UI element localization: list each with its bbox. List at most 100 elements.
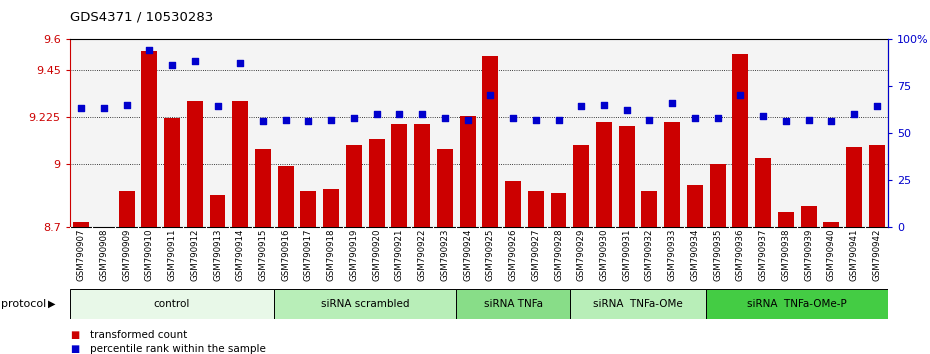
Point	[347, 115, 362, 121]
Text: ■: ■	[70, 330, 79, 339]
Text: GSM790922: GSM790922	[418, 228, 427, 281]
Point	[73, 105, 88, 111]
Bar	[232, 102, 248, 227]
Text: GDS4371 / 10530283: GDS4371 / 10530283	[70, 11, 213, 24]
Text: GSM790914: GSM790914	[235, 228, 245, 281]
Text: GSM790927: GSM790927	[531, 228, 540, 281]
Text: control: control	[153, 298, 191, 309]
Bar	[437, 149, 453, 227]
Bar	[164, 118, 180, 227]
Point	[460, 117, 475, 122]
Point	[846, 111, 861, 117]
Text: GSM790937: GSM790937	[759, 228, 767, 281]
Bar	[777, 212, 794, 227]
Point	[415, 111, 430, 117]
Bar	[459, 116, 475, 227]
Text: GSM790921: GSM790921	[395, 228, 404, 281]
Point	[369, 111, 384, 117]
Text: GSM790924: GSM790924	[463, 228, 472, 281]
Bar	[255, 149, 271, 227]
Bar	[573, 145, 590, 227]
Point	[97, 105, 112, 111]
Point	[437, 115, 452, 121]
Text: ▶: ▶	[48, 298, 56, 309]
Text: GSM790939: GSM790939	[804, 228, 813, 281]
Text: GSM790909: GSM790909	[122, 228, 131, 281]
Text: GSM790938: GSM790938	[781, 228, 790, 281]
Text: GSM790910: GSM790910	[145, 228, 153, 281]
Text: GSM790911: GSM790911	[167, 228, 177, 281]
Bar	[300, 191, 316, 227]
Text: GSM790935: GSM790935	[713, 228, 723, 281]
Point	[642, 117, 657, 122]
Text: GSM790940: GSM790940	[827, 228, 836, 281]
Point	[687, 115, 702, 121]
Bar	[96, 227, 112, 231]
Point	[187, 59, 202, 64]
Text: percentile rank within the sample: percentile rank within the sample	[90, 344, 266, 354]
Point	[756, 113, 771, 119]
Text: siRNA  TNFa-OMe-P: siRNA TNFa-OMe-P	[748, 298, 847, 309]
Text: GSM790934: GSM790934	[690, 228, 699, 281]
Text: ■: ■	[70, 344, 79, 354]
Bar	[119, 191, 135, 227]
Bar	[846, 147, 862, 227]
Point	[506, 115, 521, 121]
Text: GSM790926: GSM790926	[509, 228, 518, 281]
Bar	[710, 164, 725, 227]
Bar	[642, 191, 658, 227]
Bar	[414, 124, 430, 227]
Bar	[733, 53, 749, 227]
Bar	[823, 222, 839, 227]
Bar	[324, 189, 339, 227]
FancyBboxPatch shape	[570, 289, 706, 319]
Bar	[528, 191, 544, 227]
Point	[210, 104, 225, 109]
FancyBboxPatch shape	[70, 289, 274, 319]
Point	[733, 92, 748, 98]
Bar	[596, 122, 612, 227]
Bar	[505, 181, 521, 227]
Point	[665, 100, 680, 105]
Text: GSM790931: GSM790931	[622, 228, 631, 281]
Point	[596, 102, 611, 108]
Point	[801, 117, 816, 122]
Point	[711, 115, 725, 121]
Bar	[801, 206, 817, 227]
Text: GSM790925: GSM790925	[485, 228, 495, 281]
Point	[324, 117, 339, 122]
Text: GSM790923: GSM790923	[440, 228, 449, 281]
Text: GSM790920: GSM790920	[372, 228, 381, 281]
Text: protocol: protocol	[1, 298, 46, 309]
Text: GSM790916: GSM790916	[281, 228, 290, 281]
Bar	[551, 193, 566, 227]
Point	[119, 102, 134, 108]
Bar	[73, 222, 89, 227]
Bar	[618, 126, 634, 227]
Text: GSM790933: GSM790933	[668, 228, 677, 281]
Bar	[392, 124, 407, 227]
Bar	[755, 158, 771, 227]
Text: GSM790912: GSM790912	[191, 228, 199, 281]
Point	[256, 119, 271, 124]
Text: GSM790908: GSM790908	[100, 228, 109, 281]
Point	[278, 117, 293, 122]
Point	[778, 119, 793, 124]
FancyBboxPatch shape	[274, 289, 457, 319]
Point	[824, 119, 839, 124]
Text: GSM790941: GSM790941	[849, 228, 858, 281]
Point	[142, 47, 157, 53]
Bar	[483, 56, 498, 227]
Point	[301, 119, 316, 124]
Text: transformed count: transformed count	[90, 330, 188, 339]
Text: GSM790929: GSM790929	[577, 228, 586, 281]
Text: siRNA scrambled: siRNA scrambled	[321, 298, 409, 309]
Point	[528, 117, 543, 122]
Bar	[141, 51, 157, 227]
Text: siRNA  TNFa-OMe: siRNA TNFa-OMe	[593, 298, 683, 309]
Text: GSM790917: GSM790917	[304, 228, 313, 281]
Point	[619, 107, 634, 113]
Point	[165, 62, 179, 68]
Text: GSM790932: GSM790932	[644, 228, 654, 281]
Text: GSM790919: GSM790919	[350, 228, 358, 281]
